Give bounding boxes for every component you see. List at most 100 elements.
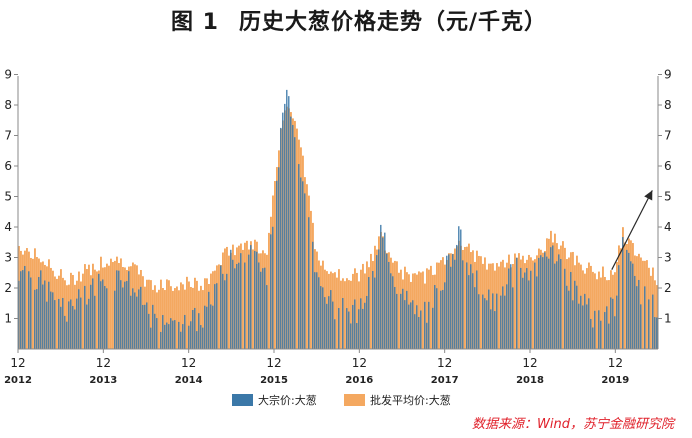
bulk-bar (558, 254, 560, 349)
y-tick-label-right: 7 (664, 129, 672, 143)
x-tick-year: 2018 (516, 375, 544, 386)
legend-swatch-wholesale (344, 394, 365, 406)
figure-label: 图 1 (170, 10, 219, 35)
wholesale-bar (190, 286, 192, 349)
bulk-bar (152, 304, 154, 349)
bulk-bar (520, 267, 522, 349)
bulk-bar (470, 264, 472, 349)
bulk-bar (456, 244, 458, 349)
bulk-bar (60, 306, 62, 349)
wholesale-bar (228, 255, 230, 349)
bulk-bar (48, 281, 50, 349)
bulk-bar (352, 304, 354, 349)
bulk-bar (198, 313, 200, 349)
chart-axes: 1 12 23 34 45 56 67 78 89 91220121220131220141220… (4, 68, 672, 387)
bulk-bar (386, 253, 388, 349)
bulk-bar (594, 310, 596, 349)
bulk-bar (202, 327, 204, 349)
wholesale-bar (498, 266, 500, 349)
bulk-bar (648, 299, 650, 349)
bulk-bar (416, 305, 418, 349)
bulk-bar (104, 286, 106, 349)
bulk-bar (154, 313, 156, 349)
bulk-bar (570, 271, 572, 349)
bulk-bar (644, 286, 646, 349)
wholesale-bar (590, 265, 592, 349)
bulk-bar (214, 284, 216, 349)
bulk-bar (88, 298, 90, 349)
bulk-bar (172, 320, 174, 349)
bulk-bar (458, 226, 460, 349)
bulk-bar (194, 307, 196, 349)
bulk-bar (426, 322, 428, 349)
wholesale-bar (170, 286, 172, 349)
bulk-bar (182, 324, 184, 349)
bulk-bar (402, 288, 404, 349)
wholesale-bar (656, 285, 658, 349)
bulk-bar (528, 280, 530, 349)
bulk-bar (40, 270, 42, 349)
bulk-bar (636, 286, 638, 349)
wholesale-bar (602, 266, 604, 349)
bulk-bar (156, 318, 158, 349)
bulk-bar (516, 257, 518, 349)
bulk-bar (378, 249, 380, 349)
bulk-bar (432, 307, 434, 349)
bulk-bar (396, 293, 398, 349)
x-tick-year: 2012 (4, 375, 32, 386)
wholesale-bar (430, 265, 432, 349)
bulk-bar (280, 127, 282, 350)
bulk-bar (64, 315, 66, 349)
wholesale-bar (242, 249, 244, 349)
bulk-bar (50, 291, 52, 349)
bulk-bar (200, 325, 202, 349)
wholesale-bar (562, 241, 564, 349)
bulk-bar (292, 124, 294, 349)
bulk-bar (628, 252, 630, 349)
bulk-bar (238, 262, 240, 349)
wholesale-bar (200, 285, 202, 349)
x-tick-year: 2014 (175, 375, 203, 386)
bulk-bar (578, 303, 580, 349)
bulk-bar (258, 262, 260, 349)
bulk-bar (212, 305, 214, 349)
x-tick-month: 12 (266, 356, 281, 370)
bulk-bar (100, 281, 102, 349)
bulk-bar (262, 268, 264, 349)
bulk-bar (574, 280, 576, 349)
wholesale-bar (166, 279, 168, 349)
y-tick-label-left: 6 (4, 159, 12, 173)
bulk-bar (286, 89, 288, 349)
bulk-bar (436, 288, 438, 349)
bulk-bar (346, 308, 348, 349)
bulk-bar (654, 317, 656, 349)
bulk-bar (474, 287, 476, 349)
bulk-bar (204, 305, 206, 349)
bulk-bar (224, 280, 226, 349)
y-tick-label-right: 9 (664, 68, 672, 82)
bulk-bar (324, 297, 326, 349)
bulk-bar (454, 259, 456, 349)
bulk-bar (376, 255, 378, 349)
bulk-bar (76, 298, 78, 349)
wholesale-bar (620, 248, 622, 349)
bulk-bar (222, 273, 224, 349)
wholesale-bar (608, 280, 610, 349)
bulk-bar (410, 302, 412, 349)
bulk-bar (230, 249, 232, 349)
bulk-bar (148, 313, 150, 349)
bulk-bar (260, 271, 262, 349)
y-tick-label-left: 4 (4, 220, 12, 234)
wholesale-bar (596, 279, 598, 349)
bulk-bar (62, 297, 64, 349)
bulk-bar (534, 262, 536, 349)
bulk-bar (124, 281, 126, 349)
wholesale-bar (196, 280, 198, 349)
bulk-bar (162, 315, 164, 349)
wholesale-bar (274, 181, 276, 349)
y-tick-label-right: 5 (664, 190, 672, 204)
bulk-bar (372, 271, 374, 349)
bulk-bar (270, 234, 272, 349)
wholesale-bar (66, 285, 68, 349)
bulk-bar (494, 311, 496, 349)
